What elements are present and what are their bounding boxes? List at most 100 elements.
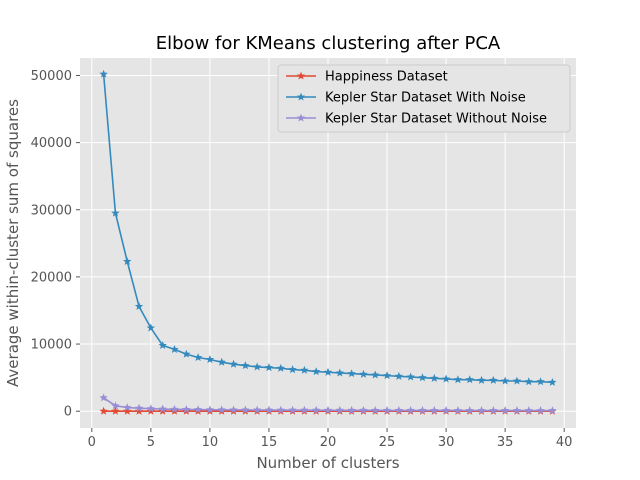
data-point [477, 375, 486, 384]
data-point [430, 406, 439, 414]
data-point [465, 375, 474, 384]
data-point [512, 376, 522, 385]
data-point [300, 405, 309, 414]
data-point [170, 345, 179, 353]
y-tick-label: 0 [64, 405, 72, 420]
legend-marker [296, 71, 306, 80]
data-point [134, 302, 144, 311]
data-point [500, 406, 510, 415]
legend-label: Kepler Star Dataset With Noise [325, 91, 526, 106]
data-point [229, 405, 238, 414]
data-point [335, 368, 344, 377]
data-point [406, 372, 415, 381]
data-point [394, 371, 404, 380]
data-point [347, 405, 356, 414]
data-point [193, 405, 203, 414]
data-point [123, 257, 132, 266]
legend-marker [296, 113, 306, 122]
data-point [111, 406, 120, 415]
data-point [430, 373, 439, 382]
data-point [477, 406, 486, 415]
data-point [264, 405, 274, 414]
data-point [134, 403, 144, 412]
data-point [382, 371, 392, 380]
data-point [134, 406, 144, 415]
data-point [489, 406, 498, 415]
x-tick-label: 5 [147, 435, 155, 450]
legend-box [277, 64, 571, 133]
data-point [323, 405, 333, 414]
x-tick-label: 10 [202, 435, 219, 450]
data-point [418, 373, 427, 382]
y-tick-label: 40000 [31, 136, 72, 151]
data-point [99, 69, 108, 78]
legend: Happiness Dataset Kepler Star Dataset Wit… [277, 64, 571, 133]
data-point [524, 377, 533, 386]
series-1 [99, 69, 557, 386]
x-axis-ticks: 0 5 10 15 20 25 30 35 40 [88, 428, 573, 450]
data-point [335, 405, 344, 414]
data-point [418, 406, 427, 414]
data-point [182, 349, 191, 358]
data-point [205, 405, 215, 414]
data-point [500, 376, 510, 385]
data-point [371, 405, 380, 414]
data-point [394, 405, 404, 414]
data-point [241, 361, 250, 370]
series-2 [99, 393, 557, 415]
data-point [111, 208, 120, 217]
data-point [229, 359, 238, 368]
data-point [146, 323, 156, 332]
data-point [453, 406, 463, 415]
data-point [548, 377, 557, 386]
data-point [217, 357, 226, 366]
data-point [264, 363, 274, 372]
x-tick-label: 30 [438, 435, 455, 450]
data-point [170, 404, 179, 413]
data-point [347, 369, 356, 378]
x-tick-label: 35 [497, 435, 514, 450]
data-point [99, 406, 108, 415]
data-point [276, 405, 285, 414]
x-tick-label: 40 [556, 435, 573, 450]
y-axis-ticks: 0 10000 20000 30000 40000 50000 [31, 69, 80, 420]
data-point [382, 405, 392, 414]
data-point [288, 365, 297, 374]
data-point [193, 353, 203, 362]
data-point [288, 405, 297, 414]
data-point [312, 405, 321, 414]
data-point [252, 362, 262, 371]
data-point [441, 406, 451, 415]
x-tick-label: 20 [320, 435, 337, 450]
data-point [465, 406, 474, 415]
x-tick-label: 25 [379, 435, 396, 450]
data-point [182, 405, 191, 414]
data-point [359, 369, 368, 378]
data-point [371, 370, 380, 379]
x-tick-label: 0 [88, 435, 96, 450]
data-point [300, 365, 309, 374]
data-point [158, 404, 167, 413]
legend-label: Happiness Dataset [325, 70, 448, 85]
y-tick-label: 20000 [31, 270, 72, 285]
data-point [158, 341, 167, 349]
x-tick-label: 15 [261, 435, 278, 450]
x-axis-label: Number of clusters [256, 454, 399, 472]
data-point [536, 406, 545, 415]
data-point [111, 401, 120, 410]
data-point [123, 406, 132, 415]
data-point [252, 405, 262, 414]
data-point [441, 374, 451, 383]
data-point [536, 377, 545, 386]
data-point [99, 393, 108, 402]
y-axis-label: Average within-cluster sum of squares [4, 99, 22, 387]
y-tick-label: 10000 [31, 338, 72, 353]
y-tick-label: 30000 [31, 203, 72, 218]
series-layer [99, 69, 557, 415]
data-point [312, 367, 321, 376]
data-point [512, 406, 522, 415]
data-point [217, 405, 226, 414]
data-point [276, 363, 285, 372]
chart-title: Elbow for KMeans clustering after PCA [156, 33, 501, 54]
